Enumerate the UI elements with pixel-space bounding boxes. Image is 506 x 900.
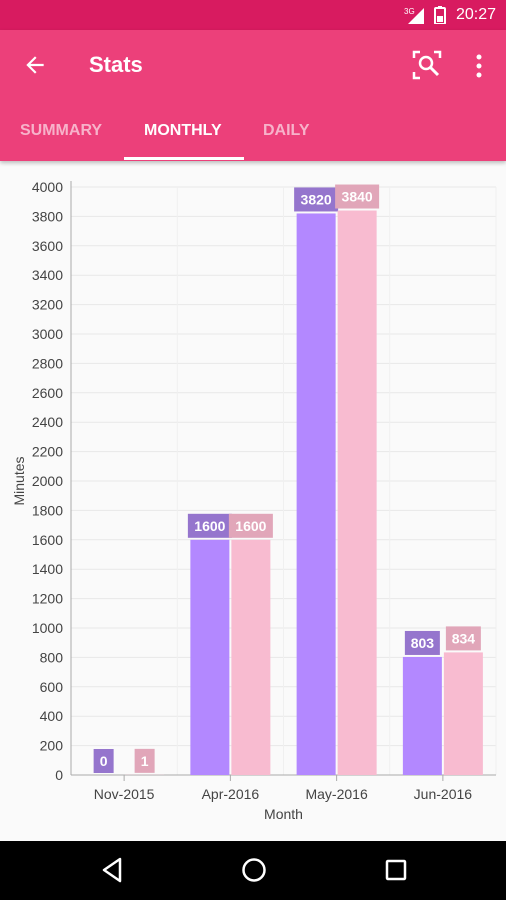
data-label-bg (404, 630, 440, 655)
y-tick-label: 0 (55, 767, 63, 783)
status-bar: 3G 20:27 (0, 0, 506, 30)
bar (402, 656, 442, 775)
data-label-bg (187, 513, 232, 538)
y-tick-label: 1000 (32, 620, 63, 636)
x-tick-label: Apr-2016 (202, 786, 260, 802)
data-label: 834 (452, 630, 476, 646)
y-tick-label: 2800 (32, 355, 63, 371)
x-axis-title: Month (264, 806, 303, 822)
y-tick-label: 4000 (32, 179, 63, 195)
tab-monthly[interactable]: MONTHLY (144, 122, 222, 139)
tab-bar: SUMMARY MONTHLY DAILY (0, 118, 506, 161)
page-title: Stats (89, 52, 143, 77)
data-label: 3820 (301, 191, 332, 207)
y-tick-label: 2200 (32, 444, 63, 460)
data-label-bg (445, 626, 481, 651)
data-label-bg (294, 187, 339, 212)
bar (443, 652, 483, 775)
battery-icon (434, 6, 446, 24)
y-tick-label: 2400 (32, 414, 63, 430)
bar-chart: 0 200 400 600 800 1000 1200 1400 1600 1800 2000 220… (11, 179, 497, 822)
back-nav-icon[interactable] (100, 857, 124, 883)
data-label-bg (134, 748, 155, 773)
y-tick-label: 400 (40, 708, 64, 724)
tab-summary[interactable]: SUMMARY (20, 122, 103, 139)
status-icons: 3G (404, 6, 446, 24)
y-tick-label: 3600 (32, 238, 63, 254)
clock: 20:27 (455, 6, 496, 23)
home-nav-icon[interactable] (241, 857, 267, 883)
y-tick-label: 2600 (32, 385, 63, 401)
y-tick-label: 3800 (32, 208, 63, 224)
y-tick-label: 600 (40, 679, 64, 695)
y-tick-label: 1400 (32, 561, 63, 577)
y-tick-label: 1200 (32, 591, 63, 607)
chart-area: 0 200 400 600 800 1000 1200 1400 1600 1800 2000 220… (0, 161, 506, 841)
y-tick-label: 3400 (32, 267, 63, 283)
y-tick-label: 800 (40, 649, 64, 665)
bar (231, 539, 271, 775)
data-label-bg (228, 513, 273, 538)
bar (296, 213, 336, 776)
y-tick-label: 200 (40, 738, 64, 754)
bar (190, 539, 230, 775)
arrow-back-icon[interactable] (22, 52, 48, 78)
x-tick-label: May-2016 (305, 786, 367, 802)
app-bar: Stats SUMMARY MONTHLY DAILY (0, 30, 506, 161)
search-icon[interactable] (412, 50, 442, 80)
y-tick-label: 1800 (32, 502, 63, 518)
signal-icon: 3G (404, 7, 424, 24)
data-label: 3840 (342, 189, 373, 205)
y-axis-title: Minutes (11, 456, 27, 505)
y-tick-label: 1600 (32, 532, 63, 548)
y-tick-label: 2000 (32, 473, 63, 489)
data-label-bg (335, 184, 380, 209)
x-tick-label: Jun-2016 (414, 786, 473, 802)
data-label: 0 (100, 753, 108, 769)
data-label: 1600 (235, 518, 266, 534)
nav-bar (0, 841, 506, 900)
data-label: 803 (411, 635, 435, 651)
tab-indicator (124, 157, 244, 160)
x-tick-label: Nov-2015 (94, 786, 155, 802)
bar (337, 210, 377, 775)
network-type-label: 3G (404, 7, 415, 16)
more-vert-icon[interactable] (470, 52, 488, 80)
data-label: 1 (141, 753, 149, 769)
recents-nav-icon[interactable] (384, 857, 408, 883)
y-tick-label: 3200 (32, 297, 63, 313)
data-label: 1600 (194, 518, 225, 534)
data-label-bg (93, 749, 114, 773)
tab-daily[interactable]: DAILY (263, 122, 310, 139)
y-tick-label: 3000 (32, 326, 63, 342)
